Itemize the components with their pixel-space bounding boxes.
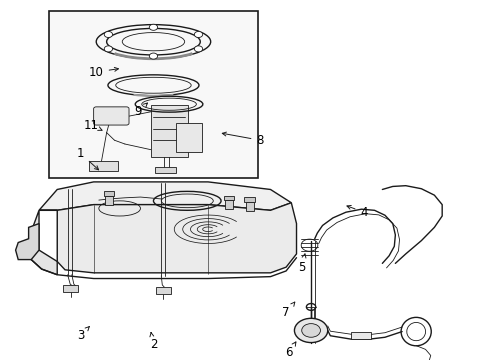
Bar — [155, 167, 176, 173]
Bar — [350, 332, 370, 339]
Polygon shape — [29, 210, 57, 275]
Bar — [89, 161, 118, 171]
Text: 5: 5 — [297, 254, 305, 274]
Text: 3: 3 — [77, 327, 89, 342]
Circle shape — [301, 324, 320, 337]
Circle shape — [149, 53, 157, 59]
Polygon shape — [16, 224, 39, 260]
Circle shape — [194, 46, 202, 52]
Bar — [224, 200, 233, 209]
Bar — [105, 195, 113, 204]
Bar — [151, 105, 188, 157]
Bar — [223, 195, 234, 200]
Bar — [104, 191, 114, 195]
Bar — [245, 202, 253, 211]
Bar — [244, 197, 254, 202]
Bar — [49, 12, 257, 178]
Text: 9: 9 — [134, 103, 147, 118]
Circle shape — [149, 24, 157, 30]
Bar — [63, 285, 78, 292]
Text: 10: 10 — [89, 66, 118, 78]
Circle shape — [194, 31, 202, 37]
Text: 11: 11 — [83, 118, 102, 131]
Circle shape — [104, 46, 112, 52]
Text: 6: 6 — [285, 342, 295, 359]
Text: 1: 1 — [77, 147, 99, 170]
Bar — [156, 287, 170, 294]
Text: 4: 4 — [346, 206, 367, 219]
Polygon shape — [39, 203, 296, 273]
Text: 8: 8 — [222, 132, 263, 147]
Bar — [176, 123, 202, 152]
FancyBboxPatch shape — [93, 107, 129, 125]
Text: 7: 7 — [282, 302, 294, 319]
Polygon shape — [39, 182, 291, 210]
Circle shape — [294, 318, 327, 343]
Circle shape — [104, 31, 112, 37]
Text: 2: 2 — [149, 333, 157, 351]
